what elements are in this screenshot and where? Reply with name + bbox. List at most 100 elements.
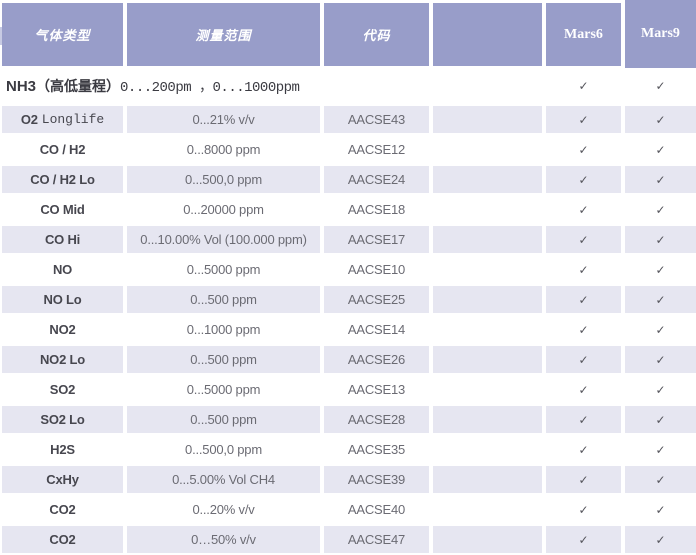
nh3-range-note: （高低量程） [36, 78, 121, 94]
row-code-cell: AACSE24 [324, 166, 429, 193]
checkmark-icon: ✓ [655, 382, 666, 397]
cell-text: 0...5000 ppm [186, 262, 261, 277]
row-empty-cell [433, 526, 542, 553]
row-mars6-cell: ✓ [546, 166, 621, 193]
row-range-cell: 0...500,0 ppm [127, 436, 320, 463]
row-range-cell: 0...8000 ppm [127, 136, 320, 163]
checkmark-icon: ✓ [655, 79, 666, 93]
row-gas-cell: CO / H2 [2, 136, 123, 163]
row-code-cell: AACSE14 [324, 316, 429, 343]
nh3-gas-name: NH3 [6, 77, 37, 95]
row-mars6-cell: ✓ [546, 316, 621, 343]
row-mars9-cell: ✓ [625, 316, 696, 343]
checkmark-icon: ✓ [655, 322, 666, 337]
checkmark-icon: ✓ [655, 232, 666, 247]
row-range-cell: 0...500,0 ppm [127, 166, 320, 193]
row-range-cell: 0...10.00% Vol (100.000 ppm) [127, 226, 320, 253]
row-mars9-cell: ✓ [625, 226, 696, 253]
row-gas-cell: CO2 [2, 496, 123, 523]
checkmark-icon: ✓ [578, 472, 589, 487]
cell-text: 0...1000 ppm [186, 322, 261, 337]
checkmark-icon: ✓ [578, 352, 589, 367]
row-mars6-cell: ✓ [546, 346, 621, 373]
row-empty-cell [433, 436, 542, 463]
checkmark-icon: ✓ [578, 502, 589, 517]
cell-text: CO Hi [44, 232, 81, 247]
row-code-cell: AACSE28 [324, 406, 429, 433]
row-gas-cell: O2 Longlife [2, 106, 123, 133]
row-mars9-cell: ✓ [625, 526, 696, 553]
row-mars9-cell: ✓ [625, 166, 696, 193]
cell-text: AACSE12 [347, 142, 406, 157]
cell-text: AACSE18 [347, 202, 406, 217]
row-mars6-cell: ✓ [546, 466, 621, 493]
cell-text: AACSE13 [347, 382, 406, 397]
row-gas-cell: CO2 [2, 526, 123, 553]
checkmark-icon: ✓ [578, 442, 589, 457]
row-code-cell: AACSE25 [324, 286, 429, 313]
row-mars9-cell: ✓ [625, 406, 696, 433]
row-gas-cell: NO2 Lo [2, 346, 123, 373]
checkmark-icon: ✓ [578, 382, 589, 397]
cell-text: 0...8000 ppm [186, 142, 261, 157]
left-edge-artifact [0, 27, 2, 45]
row-code-cell: AACSE39 [324, 466, 429, 493]
checkmark-icon: ✓ [655, 292, 666, 307]
checkmark-icon: ✓ [578, 232, 589, 247]
row-gas-cell: NO [2, 256, 123, 283]
header-cell-gas-type: 气体类型 [2, 3, 123, 66]
cell-text: SO2 [49, 382, 76, 397]
row-range-cell: 0...5.00% Vol CH4 [127, 466, 320, 493]
row-code-cell: AACSE10 [324, 256, 429, 283]
cell-text: 0...20% v/v [192, 502, 255, 517]
row-code-cell: AACSE26 [324, 346, 429, 373]
checkmark-icon: ✓ [655, 502, 666, 517]
row-code-cell: AACSE35 [324, 436, 429, 463]
row-empty-cell [433, 286, 542, 313]
checkmark-icon: ✓ [655, 172, 666, 187]
row-empty-cell [433, 226, 542, 253]
cell-text: CO / H2 [39, 142, 86, 157]
row-code-cell: AACSE17 [324, 226, 429, 253]
header-cell-empty [433, 3, 542, 66]
cell-text: 0...500 ppm [190, 292, 257, 307]
row-empty-cell [433, 496, 542, 523]
cell-text: O2 [20, 112, 38, 127]
cell-text: AACSE43 [347, 112, 406, 127]
cell-text: AACSE17 [347, 232, 406, 247]
cell-text: AACSE14 [347, 322, 406, 337]
row-mars6-cell: ✓ [546, 226, 621, 253]
row-mars9-cell: ✓ [625, 496, 696, 523]
row-mars9-cell: ✓ [625, 196, 696, 223]
row-nh3-label-cell: NH3 （高低量程） 0...200pm ，0...1000ppm [2, 69, 542, 103]
row-mars6-cell: ✓ [546, 376, 621, 403]
row-gas-cell: SO2 Lo [2, 406, 123, 433]
row-mars9-cell: ✓ [625, 256, 696, 283]
row-code-cell: AACSE47 [324, 526, 429, 553]
row-mars6-cell: ✓ [546, 196, 621, 223]
cell-text: 0...500,0 ppm [185, 172, 262, 187]
checkmark-icon: ✓ [578, 172, 589, 187]
header-cell-mars9: Mars9 [625, 0, 696, 68]
cell-text: 0...500,0 ppm [185, 442, 262, 457]
cell-text: AACSE25 [347, 292, 406, 307]
cell-text: AACSE28 [347, 412, 406, 427]
cell-text: 0...5000 ppm [186, 382, 261, 397]
checkmark-icon: ✓ [578, 322, 589, 337]
row-mars6-cell: ✓ [546, 256, 621, 283]
checkmark-icon: ✓ [578, 142, 589, 157]
row-mars6-cell: ✓ [546, 286, 621, 313]
cell-text: CxHy [46, 472, 79, 487]
cell-text: 0...20000 ppm [183, 202, 264, 217]
checkmark-icon: ✓ [655, 142, 666, 157]
cell-text: 0...10.00% Vol (100.000 ppm) [140, 232, 307, 247]
row-mars9-cell: ✓ [625, 376, 696, 403]
row-gas-cell: H2S [2, 436, 123, 463]
row-mars6-cell: ✓ [546, 526, 621, 553]
row-nh3-mars9-cell: ✓ [625, 69, 696, 103]
checkmark-icon: ✓ [578, 292, 589, 307]
header-cell-mars6: Mars6 [546, 3, 621, 66]
row-mars9-cell: ✓ [625, 106, 696, 133]
row-range-cell: 0...21% v/v [127, 106, 320, 133]
